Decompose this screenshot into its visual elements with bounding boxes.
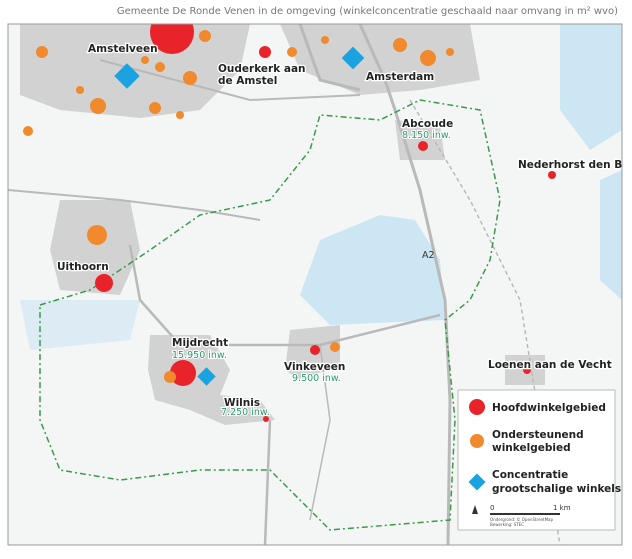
population-label: 7.250 inw. <box>221 407 270 418</box>
place-label: Abcoude <box>402 118 453 130</box>
place-label: Nederhorst den Berg <box>518 159 632 171</box>
labels: Amstelveen Ouderkerk aan de Amstel Amste… <box>56 42 632 419</box>
place-label: Loenen aan de Vecht <box>488 359 612 371</box>
legend-label: Ondersteunend <box>492 429 584 441</box>
water <box>20 24 622 350</box>
place-label: de Amstel <box>218 75 277 87</box>
place-label: Amstelveen <box>88 43 158 55</box>
support-markers <box>23 30 454 383</box>
main-shopping-marker <box>418 141 428 151</box>
place-label: Ouderkerk aan <box>218 63 306 75</box>
municipal-boundary <box>39 99 501 531</box>
legend-label: winkelgebied <box>492 442 571 454</box>
main-shopping-marker <box>259 46 271 58</box>
population-label: 8.150 inw. <box>402 130 451 141</box>
credit: Ondergrond: © OpenStreetMap <box>490 517 554 522</box>
credit: Bewerking: STEC <box>490 522 524 527</box>
place-label: Wilnis <box>224 397 260 409</box>
main-shopping-marker <box>548 171 556 179</box>
main-shopping-marker <box>95 274 113 292</box>
markers <box>23 24 556 422</box>
place-label: Uithoorn <box>57 261 109 273</box>
caption: Gemeente De Ronde Venen in de omgeving (… <box>117 6 618 17</box>
map-frame <box>7 23 623 546</box>
main-shopping-marker <box>150 24 194 54</box>
legend-label: Concentratie <box>492 469 568 481</box>
main-shopping-marker <box>263 416 269 422</box>
road-label: A2 <box>422 250 435 261</box>
place-label: Amsterdam <box>366 71 434 83</box>
place-label: Vinkeveen <box>284 361 345 373</box>
scale-label: 0 <box>490 504 494 512</box>
legend-label: grootschalige winkels <box>492 483 621 495</box>
map: Amstelveen Ouderkerk aan de Amstel Amste… <box>8 24 632 545</box>
place-label: Mijdrecht <box>172 337 228 349</box>
main-shopping-marker <box>523 366 531 374</box>
legend-label: Hoofdwinkelgebied <box>492 402 606 414</box>
population-label: 15.950 inw. <box>172 350 227 361</box>
legend: Hoofdwinkelgebied Ondersteunend winkelge… <box>457 389 621 531</box>
main-shopping-marker <box>310 345 320 355</box>
main-shopping-marker <box>170 360 196 386</box>
scale-label: 1 km <box>553 504 571 512</box>
population-label: 9.500 inw. <box>292 373 341 384</box>
